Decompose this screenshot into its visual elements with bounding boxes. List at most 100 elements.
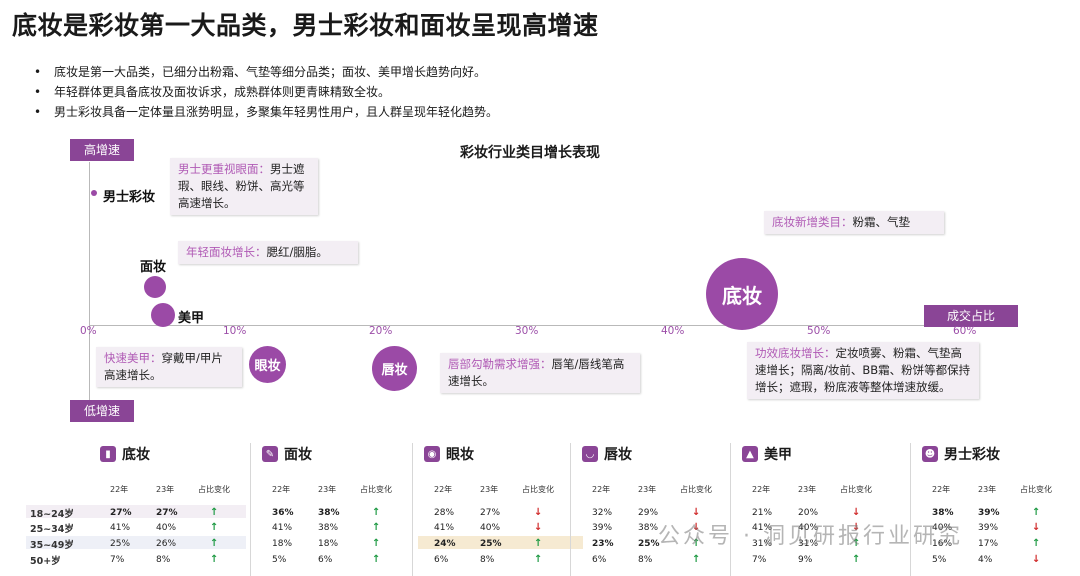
row-band <box>26 505 246 518</box>
x-tick: 20% <box>369 325 393 337</box>
arrow-up-icon: ↑ <box>1032 507 1041 518</box>
age-label: 35~49岁 <box>30 540 74 551</box>
column-header: 23年 <box>318 485 337 494</box>
arrow-down-icon: ↓ <box>534 507 543 518</box>
arrow-up-icon: ↑ <box>692 554 701 565</box>
table-cell: 39% <box>978 508 1000 518</box>
arrow-up-icon: ↑ <box>692 538 701 549</box>
bubble-nail <box>151 303 175 327</box>
arrow-down-icon: ↓ <box>852 522 861 533</box>
panel-title: 底妆 <box>122 447 150 463</box>
table-cell: 25% <box>480 539 502 549</box>
age-label: 50+岁 <box>30 556 61 567</box>
panel-divider <box>910 443 911 576</box>
table-cell: 28% <box>434 508 455 518</box>
table-cell: 6% <box>434 555 449 565</box>
column-header: 23年 <box>156 485 175 494</box>
panel-header: ▮ 底妆 <box>100 444 150 464</box>
column-header: 占比变化 <box>680 485 712 494</box>
table-cell: 8% <box>156 555 171 565</box>
arrow-up-icon: ↑ <box>852 554 861 565</box>
chart-title: 彩妆行业类目增长表现 <box>460 145 600 161</box>
panel-title: 面妆 <box>284 447 312 463</box>
table-cell: 40% <box>932 523 953 533</box>
bubble-face <box>144 276 166 298</box>
table-cell: 38% <box>638 523 659 533</box>
x-tick: 50% <box>807 325 831 337</box>
bubble-label-nail: 美甲 <box>178 311 205 326</box>
column-header: 23年 <box>978 485 997 494</box>
table-cell: 40% <box>156 523 177 533</box>
table-cell: 41% <box>272 523 293 533</box>
panel-divider <box>250 443 251 576</box>
table-cell: 5% <box>272 555 287 565</box>
table-cell: 27% <box>480 508 501 518</box>
note-nail-highlight: 快速美甲： <box>104 351 162 365</box>
column-header: 22年 <box>592 485 611 494</box>
bubble-eye: 眼妆 <box>249 346 286 383</box>
column-header: 22年 <box>272 485 291 494</box>
bullet-item: 底妆是第一大品类，已细分出粉霜、气垫等细分品类；面妆、美甲增长趋势向好。 <box>34 62 498 82</box>
table-cell: 17% <box>978 539 999 549</box>
table-cell: 18% <box>272 539 293 549</box>
low-growth-tag: 低增速 <box>70 400 134 422</box>
arrow-down-icon: ↓ <box>852 507 861 518</box>
arrow-up-icon: ↑ <box>210 554 219 565</box>
table-cell: 38% <box>318 508 340 518</box>
bullet-list: 底妆是第一大品类，已细分出粉霜、气垫等细分品类；面妆、美甲增长趋势向好。 年轻群… <box>34 62 498 122</box>
note-men-text: 男士遮瑕、眼线、粉饼、高光等高速增长。 <box>178 162 305 210</box>
bullet-item: 男士彩妆具备一定体量且涨势明显，多聚集年轻男性用户，且人群呈现年轻化趋势。 <box>34 102 498 122</box>
table-cell: 6% <box>592 555 607 565</box>
arrow-up-icon: ↑ <box>852 538 861 549</box>
note-func-text: 定妆喷雾、粉霜、气垫高速增长；隔离/妆前、BB霜、粉饼等都保持增长；遮瑕，粉底液… <box>755 346 971 394</box>
eye-icon: ◉ <box>424 446 440 462</box>
table-cell: 29% <box>638 508 659 518</box>
age-label: 18~24岁 <box>30 509 74 520</box>
bubble-label-face: 面妆 <box>140 260 167 275</box>
man-icon: ☻ <box>922 446 938 462</box>
panel-title: 唇妆 <box>604 447 632 463</box>
note-face-text: 腮红/胭脂。 <box>266 245 328 259</box>
x-tick: 10% <box>223 325 247 337</box>
column-header: 占比变化 <box>522 485 554 494</box>
table-cell: 21% <box>752 508 773 518</box>
table-cell: 20% <box>798 508 819 518</box>
note-face: 年轻面妆增长：腮红/胭脂。 <box>178 241 358 264</box>
panel-title: 男士彩妆 <box>944 447 1000 463</box>
table-cell: 24% <box>434 539 456 549</box>
table-cell: 38% <box>932 508 954 518</box>
table-cell: 31% <box>752 539 773 549</box>
age-label: 25~34岁 <box>30 524 74 535</box>
bubble-lip: 唇妆 <box>372 346 417 391</box>
table-cell: 41% <box>752 523 773 533</box>
bubble-men-makeup <box>91 190 97 196</box>
table-cell: 27% <box>156 508 178 518</box>
column-header: 22年 <box>110 485 129 494</box>
table-cell: 8% <box>638 555 653 565</box>
x-axis-tag: 成交占比 <box>924 305 1018 327</box>
table-cell: 41% <box>434 523 455 533</box>
column-header: 22年 <box>434 485 453 494</box>
arrow-up-icon: ↑ <box>372 522 381 533</box>
table-cell: 25% <box>638 539 660 549</box>
arrow-down-icon: ↓ <box>692 507 701 518</box>
column-header: 23年 <box>480 485 499 494</box>
lips-icon: ◡ <box>582 446 598 462</box>
bullet-item: 年轻群体更具备底妆及面妆诉求，成熟群体则更青睐精致全妆。 <box>34 82 498 102</box>
arrow-up-icon: ↑ <box>534 554 543 565</box>
brush-icon: ✎ <box>262 446 278 462</box>
arrow-up-icon: ↑ <box>1032 538 1041 549</box>
arrow-down-icon: ↓ <box>1032 522 1041 533</box>
column-header: 22年 <box>752 485 771 494</box>
note-men: 男士更重视眼面：男士遮瑕、眼线、粉饼、高光等高速增长。 <box>170 158 318 215</box>
x-tick: 30% <box>515 325 539 337</box>
table-cell: 39% <box>978 523 999 533</box>
table-cell: 23% <box>592 539 614 549</box>
note-func-highlight: 功效底妆增长： <box>755 346 836 360</box>
arrow-up-icon: ↑ <box>372 538 381 549</box>
arrow-down-icon: ↓ <box>1032 554 1041 565</box>
column-header: 23年 <box>638 485 657 494</box>
column-header: 占比变化 <box>840 485 872 494</box>
table-cell: 41% <box>110 523 131 533</box>
table-cell: 40% <box>480 523 501 533</box>
